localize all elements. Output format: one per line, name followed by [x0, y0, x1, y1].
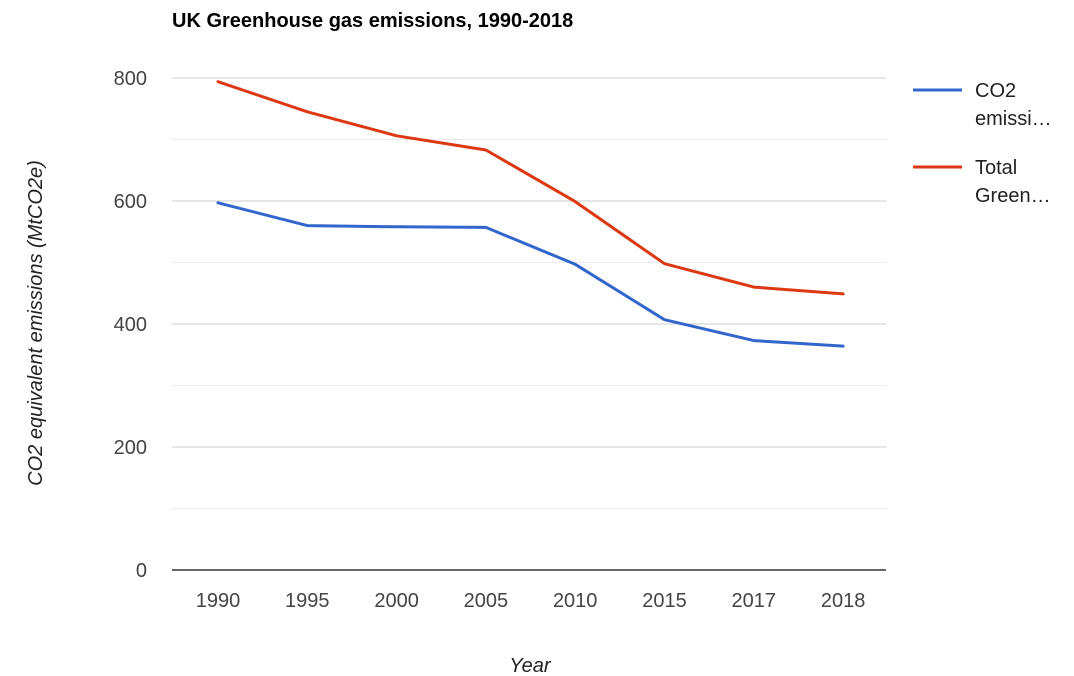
y-tick-label: 200 — [114, 437, 147, 459]
legend-label-1: CO2 emissi… — [975, 80, 1052, 130]
y-axis-tick-labels: 0 200 400 600 800 — [114, 68, 147, 582]
x-tick-label: 2010 — [553, 590, 598, 612]
legend-label-2: Total Green… — [975, 157, 1051, 207]
x-axis-tick-labels: 1990 1995 2000 2005 2010 2015 2017 2018 — [196, 590, 866, 612]
y-tick-label: 400 — [114, 314, 147, 336]
gridlines — [172, 77, 886, 509]
x-tick-label: 1990 — [196, 590, 241, 612]
y-tick-label: 0 — [136, 560, 147, 582]
series-line-2 — [216, 80, 845, 296]
series-lines — [216, 80, 845, 348]
chart-title: UK Greenhouse gas emissions, 1990-2018 — [172, 10, 573, 32]
x-tick-label: 2018 — [821, 590, 866, 612]
x-tick-label: 1995 — [285, 590, 330, 612]
y-tick-label: 600 — [114, 191, 147, 213]
x-tick-label: 2015 — [642, 590, 687, 612]
x-tick-label: 2000 — [374, 590, 419, 612]
series-line-1 — [216, 201, 845, 348]
y-axis-title: CO2 equivalent emissions (MtCO2e) — [25, 160, 47, 486]
x-axis-title: Year — [509, 655, 551, 676]
y-tick-label: 800 — [114, 68, 147, 90]
x-tick-label: 2017 — [732, 590, 777, 612]
legend: CO2 emissi… Total Green… — [913, 80, 1052, 207]
x-tick-label: 2005 — [464, 590, 509, 612]
